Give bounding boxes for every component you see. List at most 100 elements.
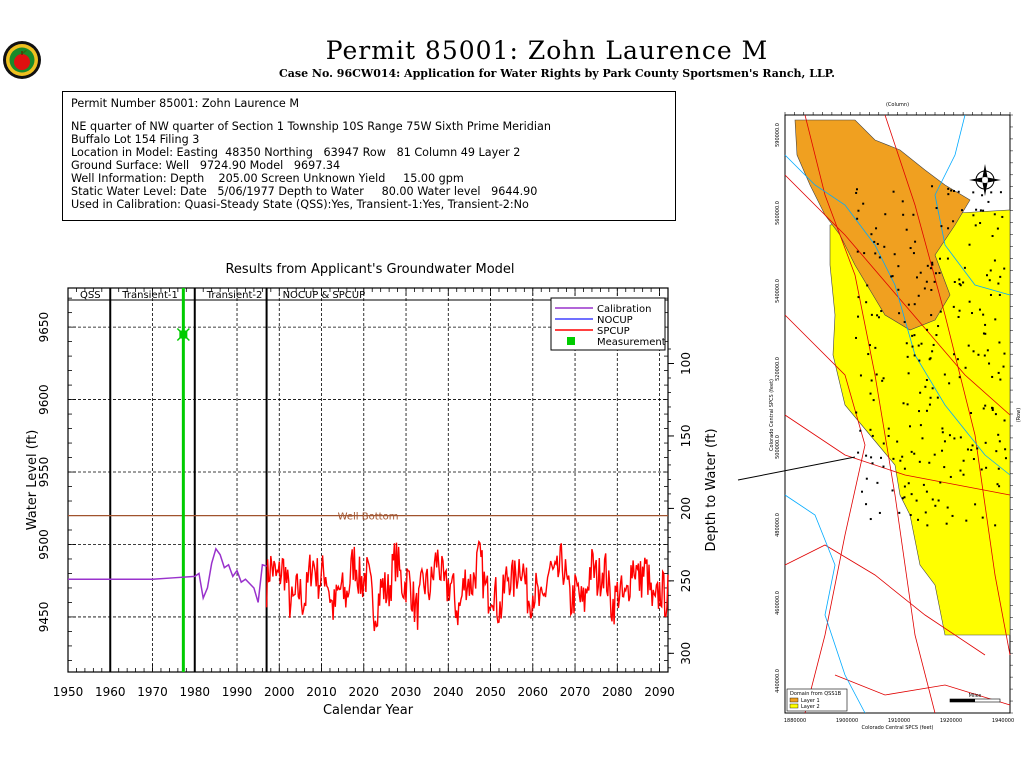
page-title: Permit 85001: Zohn Laurence M [325, 36, 769, 65]
well-marker [917, 518, 920, 521]
well-marker [918, 359, 921, 362]
well-marker [991, 375, 994, 378]
well-marker [931, 350, 934, 353]
well-marker [989, 293, 992, 296]
well-marker [943, 440, 946, 443]
well-marker [901, 497, 904, 500]
well-marker [866, 284, 869, 287]
well-marker [961, 209, 964, 212]
x-tick-label: 1990 [222, 685, 253, 699]
well-bottom-label: Well Bottom [338, 512, 399, 523]
well-marker [982, 313, 985, 316]
well-marker [997, 371, 1000, 374]
well-marker [997, 433, 1000, 436]
y-tick-label: 9650 [37, 312, 51, 343]
y2-tick-label: 150 [679, 424, 693, 447]
well-marker [962, 473, 965, 476]
well-marker [869, 518, 872, 521]
well-marker [907, 372, 910, 375]
well-marker [998, 440, 1001, 443]
well-marker [881, 379, 884, 382]
y2-tick-label: 200 [679, 497, 693, 520]
page-subtitle: Case No. 96CW014: Application for Water … [279, 67, 835, 80]
well-marker [880, 456, 883, 459]
well-marker [871, 434, 874, 437]
x-tick-label: 2000 [264, 685, 295, 699]
well-marker [910, 493, 913, 496]
map-left-tick-label: 460000.0 [775, 591, 781, 615]
well-marker [994, 413, 997, 416]
map-left-tick-label: 520000.0 [775, 357, 781, 381]
well-marker [952, 220, 955, 223]
map-right-axis-label: (Row) [1016, 408, 1022, 422]
chart-title: Results from Applicant's Groundwater Mod… [225, 262, 514, 277]
well-marker [906, 355, 909, 358]
well-marker [871, 462, 874, 465]
period-label: Transient-2 [206, 290, 263, 301]
well-marker [905, 342, 908, 345]
well-marker [998, 293, 1001, 296]
well-marker [933, 280, 936, 283]
well-marker [918, 410, 921, 413]
well-marker [911, 345, 914, 348]
well-marker [968, 243, 971, 246]
well-marker [984, 404, 987, 407]
well-marker [875, 373, 878, 376]
layer2-domain [829, 209, 1011, 636]
x-tick-label: 2010 [306, 685, 337, 699]
well-marker [976, 447, 979, 450]
layer1-domain [794, 119, 971, 331]
well-marker [959, 469, 962, 472]
well-marker [981, 194, 984, 197]
y2-tick-label: 100 [679, 352, 693, 375]
well-marker [875, 227, 878, 230]
well-marker [892, 190, 895, 193]
well-marker [882, 377, 885, 380]
well-marker [965, 519, 968, 522]
well-marker [971, 312, 974, 315]
map-legend-box [786, 688, 848, 712]
well-marker [857, 296, 860, 299]
well-marker [913, 354, 916, 357]
well-marker [943, 373, 946, 376]
well-marker [996, 227, 999, 230]
well-marker [857, 451, 860, 454]
well-marker [865, 301, 868, 304]
map-top-label: (Column) [886, 102, 909, 108]
well-marker [934, 272, 937, 275]
map-bottom-axis-label: Colorado Central SPCS (feet) [862, 725, 934, 731]
well-marker [953, 280, 956, 283]
well-marker [982, 332, 985, 335]
well-marker [962, 459, 965, 462]
well-marker [913, 452, 916, 455]
well-marker [870, 313, 873, 316]
well-marker [896, 440, 899, 443]
well-marker [997, 467, 1000, 470]
well-marker [1003, 352, 1006, 355]
model-domain-map: (Column) 590000.0 560000.0 540000.0 520000.0… [737, 102, 1022, 731]
map-bottom-tick-label: 1880000 [784, 718, 806, 724]
well-marker [930, 288, 933, 291]
logo [3, 41, 41, 79]
well-marker [999, 191, 1002, 194]
series-spcup [265, 539, 669, 632]
well-marker [994, 524, 997, 527]
map-road [784, 414, 1011, 496]
map-bottom-tick-label: 1910000 [888, 718, 910, 724]
well-marker [878, 256, 881, 259]
well-marker [991, 235, 994, 238]
x-tick-label: 2050 [475, 685, 506, 699]
well-marker [988, 362, 991, 365]
well-marker [974, 224, 977, 227]
well-marker [874, 252, 877, 255]
well-marker [972, 214, 975, 217]
info-line-subdivision: Buffalo Lot 154 Filing 3 [71, 133, 200, 146]
well-marker [877, 316, 880, 319]
well-marker [999, 275, 1002, 278]
groundwater-chart: Results from Applicant's Groundwater Mod… [25, 262, 719, 718]
well-marker [915, 276, 918, 279]
info-line-static: Static Water Level: Date 5/06/1977 Depth… [71, 185, 538, 198]
map-bottom-tick-label: 1940000 [992, 718, 1014, 724]
well-marker [957, 315, 960, 318]
